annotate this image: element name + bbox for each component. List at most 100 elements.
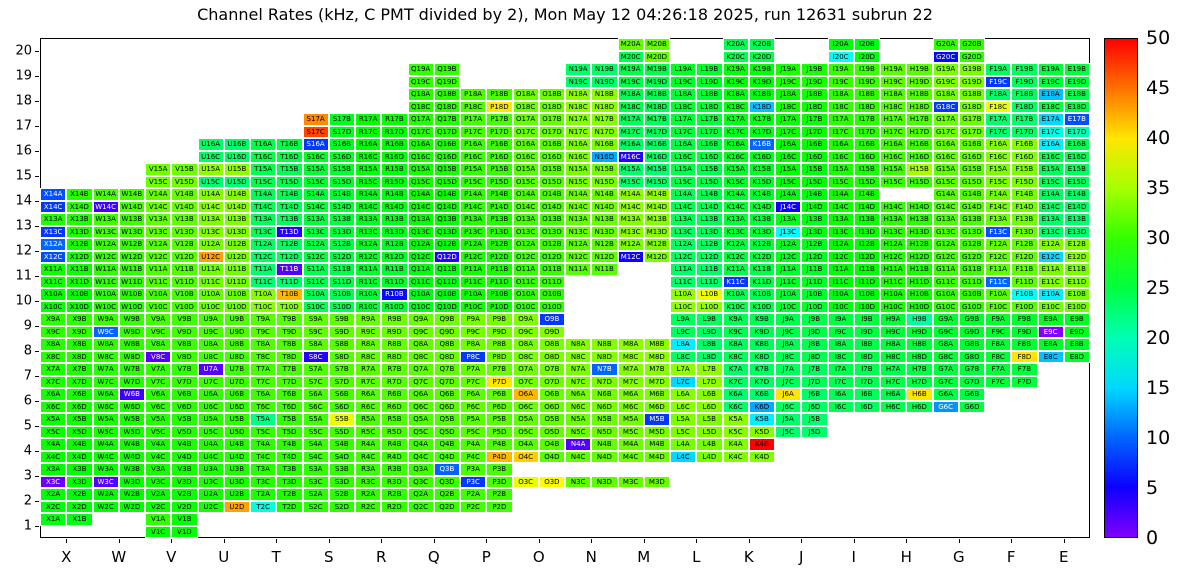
grid-cell: X4B [66,438,93,451]
grid-cell: O9D [538,325,565,338]
grid-cell: M6C [617,400,644,413]
grid-cell: O10C [512,300,539,313]
y-tick [35,400,39,402]
grid-cell: Q2A [407,488,434,501]
grid-cell: Q5C [407,425,434,438]
grid-cell: J11D [801,275,828,288]
grid-cell: G16B [958,138,985,151]
grid-cell: O15A [512,163,539,176]
grid-cell: U5A [197,413,224,426]
grid-cell: N19C [565,75,592,88]
grid-cell: G19B [958,63,985,76]
grid-cell: P10C [460,300,487,313]
grid-cell: G14B [958,188,985,201]
grid-cell: V1D [171,525,198,538]
grid-cell: Q12C [407,250,434,263]
grid-cell: L16B [696,138,723,151]
grid-cell: W9C [92,325,119,338]
grid-cell: K6A [722,388,749,401]
grid-cell: S8C [302,350,329,363]
grid-cell: P5C [460,425,487,438]
grid-cell: G8D [958,350,985,363]
grid-cell: R2A [355,488,382,501]
grid-cell: Q19D [433,75,460,88]
grid-cell: U14B [223,188,250,201]
grid-cell: Q19B [433,63,460,76]
grid-cell: O14B [538,188,565,201]
x-axis-label: T [271,548,281,566]
grid-cell: O12C [512,250,539,263]
grid-cell: V5D [171,425,198,438]
grid-cell: K20B [748,38,775,51]
grid-cell: O18A [512,88,539,101]
grid-cell: P6A [460,388,487,401]
grid-cell: P2A [460,488,487,501]
grid-cell: W11B [118,263,145,276]
grid-cell: F17C [985,125,1012,138]
grid-cell: E8D [1063,350,1090,363]
grid-cell: N7B [591,363,618,376]
y-tick [35,300,39,302]
grid-cell: P18C [460,100,487,113]
grid-cell: L6A [670,388,697,401]
grid-cell: N6B [591,388,618,401]
grid-cell: P9B [486,313,513,326]
grid-cell: F13A [985,213,1012,226]
grid-cell: S6A [302,388,329,401]
grid-cell: Q4B [433,438,460,451]
grid-cell: W13B [118,213,145,226]
grid-cell: G11A [932,263,959,276]
grid-cell: X6D [66,400,93,413]
grid-cell: M6A [617,388,644,401]
grid-cell: K17B [748,113,775,126]
x-axis-label: H [900,548,912,566]
grid-cell: S17A [302,113,329,126]
grid-cell: K7D [748,375,775,388]
grid-cell: H11B [906,263,933,276]
grid-cell: W6C [92,400,119,413]
grid-cell: K19B [748,63,775,76]
grid-cell: U14D [223,200,250,213]
grid-cell: N11A [565,263,592,276]
grid-cell: M16A [617,138,644,151]
grid-cell: O16B [538,138,565,151]
grid-cell: L12B [696,238,723,251]
colorbar-tick-label: 0 [1146,527,1159,549]
grid-cell: X11C [40,275,67,288]
grid-cell: T11A [250,263,277,276]
grid-cell: N14B [591,188,618,201]
grid-cell: V11C [145,275,172,288]
grid-cell: G10B [958,288,985,301]
grid-cell: X2D [66,500,93,513]
grid-cell: U8B [223,338,250,351]
grid-cell: U10D [223,300,250,313]
grid-cell: I13C [827,225,854,238]
grid-cell: H12B [906,238,933,251]
grid-cell: Q3B [433,463,460,476]
grid-cell: I13D [853,225,880,238]
y-tick [35,450,39,452]
grid-cell: O15D [538,175,565,188]
grid-cell: N6A [565,388,592,401]
grid-cell: P17D [486,125,513,138]
y-tick [35,275,39,277]
grid-cell: G17B [958,113,985,126]
grid-cell: U8C [197,350,224,363]
grid-cell: O12A [512,238,539,251]
grid-cell: F16D [1011,150,1038,163]
grid-cell: N18C [565,100,592,113]
grid-cell: H19A [880,63,907,76]
grid-cell: N13B [591,213,618,226]
grid-cell: O10D [538,300,565,313]
grid-cell: R5C [355,425,382,438]
grid-cell: W5C [92,425,119,438]
grid-cell: G9B [958,313,985,326]
grid-cell: I18C [827,100,854,113]
grid-cell: I18A [827,88,854,101]
grid-cell: I20D [853,50,880,63]
grid-cell: K7A [722,363,749,376]
grid-cell: P6D [486,400,513,413]
y-tick [35,200,39,202]
grid-cell: S13B [328,213,355,226]
grid-cell: V8C [145,350,172,363]
